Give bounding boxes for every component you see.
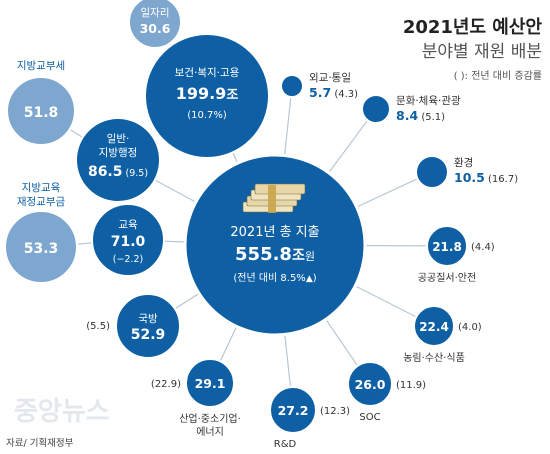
value-defense: 52.9	[131, 327, 166, 343]
change-public-order: (4.4)	[471, 242, 495, 253]
watermark: 중앙뉴스	[14, 397, 110, 427]
label-industry-1: 산업·중소기업·	[179, 412, 241, 425]
value-rnd: 27.2	[278, 403, 309, 418]
value-environment: 10.5 (16.7)	[454, 170, 518, 185]
bubble-environment	[415, 155, 449, 189]
label-culture: 문화·체육·관광	[396, 95, 461, 107]
value-general-admin: 86.5 (9.5)	[88, 164, 148, 180]
bubble-education	[91, 203, 165, 277]
value-welfare: 199.9조	[176, 84, 239, 103]
chart-subtitle: 분야별 재원 배분	[422, 42, 542, 62]
value-diplomacy: 5.7 (4.3)	[309, 85, 358, 100]
value-agriculture: 22.4	[419, 320, 449, 334]
label-general-admin-1: 일반·	[107, 132, 130, 145]
value-local-edu-grant: 53.3	[24, 241, 59, 257]
change-education: (−2.2)	[113, 254, 143, 265]
center-total-value: 555.8조원	[235, 244, 315, 265]
label-local-grant: 지방교부세	[17, 60, 65, 72]
label-industry-2: 에너지	[196, 426, 224, 438]
label-defense: 국방	[138, 313, 158, 325]
label-welfare: 보건·복지·고용	[175, 67, 240, 79]
label-diplomacy: 외교·통일	[309, 71, 351, 84]
center-circle	[183, 153, 367, 337]
label-general-admin-2: 지방행정	[99, 147, 138, 159]
legend-note: ( ): 전년 대비 증감률	[454, 70, 542, 82]
value-soc: 26.0	[355, 377, 386, 392]
change-soc: (11.9)	[396, 380, 426, 391]
change-welfare: (10.7%)	[187, 110, 227, 121]
value-jobs: 30.6	[140, 21, 171, 36]
label-agriculture: 농림·수산·식품	[403, 352, 465, 364]
label-soc: SOC	[359, 412, 380, 423]
bubble-welfare	[144, 33, 270, 159]
bubble-rnd	[269, 386, 317, 434]
bubble-agriculture	[413, 305, 455, 347]
change-defense: (5.5)	[86, 321, 110, 332]
value-public-order: 21.8	[432, 240, 462, 254]
money-band	[268, 185, 276, 213]
bubble-jobs	[128, 0, 182, 49]
change-industry: (22.9)	[151, 379, 181, 390]
label-public-order: 공공질서·안전	[418, 272, 476, 284]
center-label: 2021년 총 지출	[230, 225, 319, 240]
label-education: 교육	[118, 219, 138, 231]
label-local-edu-grant-1: 지방교육	[22, 182, 61, 194]
label-environment: 환경	[454, 156, 473, 169]
bubble-diplomacy	[280, 74, 304, 98]
value-culture: 8.4 (5.1)	[396, 108, 445, 123]
bubble-public-order	[426, 225, 468, 267]
change-rnd: (12.3)	[320, 406, 350, 417]
label-rnd: R&D	[274, 439, 297, 450]
bubble-industry	[185, 358, 235, 408]
center-change-label: (전년 대비 8.5%▲)	[233, 272, 316, 284]
value-industry: 29.1	[195, 376, 226, 391]
bubble-local-grant	[6, 76, 76, 146]
source-note: 자료/ 기획재정부	[6, 437, 74, 449]
label-local-edu-grant-2: 재정교부금	[17, 196, 66, 208]
bubble-local-edu-grant	[4, 210, 78, 284]
bubble-general-admin	[75, 117, 161, 203]
chart-title: 2021년도 예산안	[403, 17, 543, 38]
value-local-grant: 51.8	[24, 105, 59, 121]
bubble-soc	[347, 361, 393, 407]
bubble-culture	[361, 94, 391, 124]
bubble-defense	[115, 293, 181, 359]
label-jobs: 일자리	[141, 6, 170, 19]
money-stack-icon	[242, 183, 306, 213]
bill	[254, 183, 306, 195]
value-education: 71.0	[111, 234, 146, 250]
change-agriculture: (4.0)	[458, 322, 482, 333]
